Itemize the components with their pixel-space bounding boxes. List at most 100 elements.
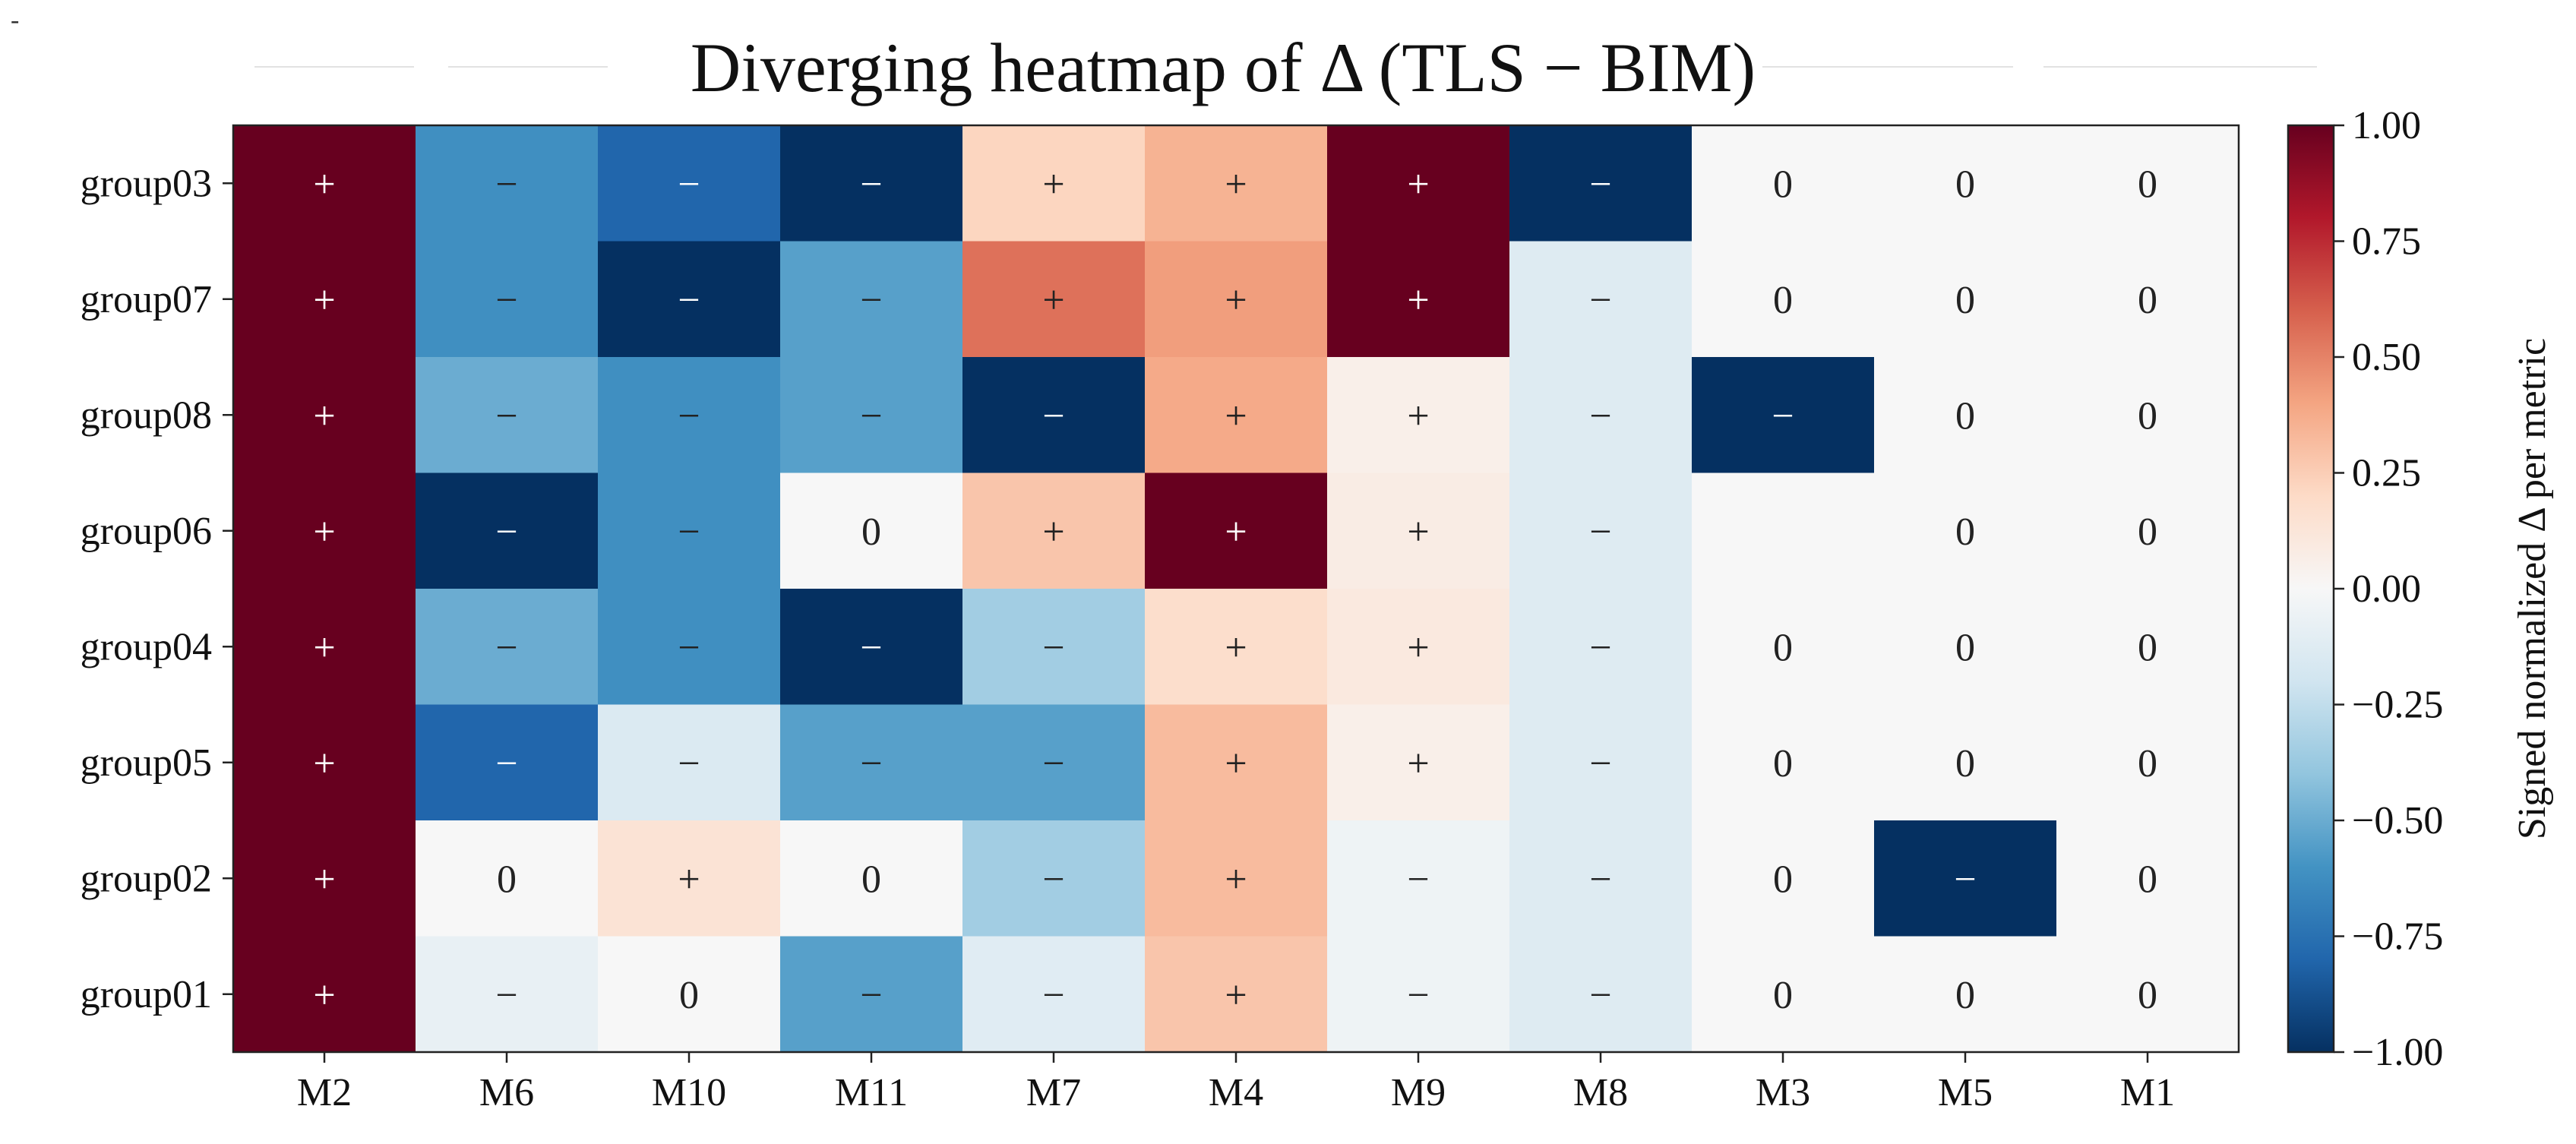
cell-annotation: − [1589,394,1611,438]
heatmap-cell [1509,472,1693,589]
cell-annotation: 0 [1773,626,1793,669]
colorbar-tick-label: 0.00 [2352,567,2421,611]
cell-annotation: − [495,510,517,554]
cell-annotation: 0 [1955,742,1975,785]
heatmap-cell [2056,936,2239,1053]
heatmap-cell [416,125,599,242]
cell-annotation: 0 [861,510,881,554]
cell-annotation: + [313,510,335,554]
x-axis: M2 M6 M10 M11 M7 M4 M9 M8 M3 M5 M1 [297,1052,2175,1114]
cell-annotation: 0 [1955,510,1975,554]
chart-title: Diverging heatmap of Δ (TLS − BIM) [691,29,1756,106]
cell-annotation: − [860,742,882,785]
heatmap-cell [1692,936,1875,1053]
heatmap-cell [780,357,963,473]
cell-annotation: + [1225,394,1247,438]
cell-annotation: 0 [2138,626,2157,669]
heatmap-cell [962,125,1146,242]
cell-annotation: − [1589,974,1611,1017]
cell-annotation: − [678,626,700,669]
x-tick-label: M6 [479,1071,534,1114]
y-tick-label: group05 [81,741,212,785]
heatmap-cell [416,704,599,821]
cell-annotation: 0 [1955,163,1975,206]
heatmap-cell [233,241,416,358]
x-tick-label: M11 [835,1071,908,1114]
cell-annotation: − [1589,510,1611,554]
heatmap-cell [1145,936,1328,1053]
heatmap-cell [1874,820,2057,937]
heatmap-cell [2056,472,2239,589]
cell-annotation: 0 [1773,858,1793,901]
cell-annotation: 0 [1955,974,1975,1017]
heatmap-cell [598,820,781,937]
heatmap-cell [1145,704,1328,821]
cell-annotation: − [860,279,882,322]
heatmap-cell [1509,125,1693,242]
heatmap-cell [780,589,963,705]
heatmap-cell [1874,704,2057,821]
cell-annotation: − [678,742,700,785]
cell-annotation: 0 [2138,742,2157,785]
y-tick-label: group03 [81,162,212,205]
cell-annotation: + [1225,163,1247,206]
cell-annotation: − [495,163,517,206]
heatmap-cell [1874,241,2057,358]
heatmap-cell [780,241,963,358]
cell-annotation: − [1042,858,1064,901]
x-tick-label: M1 [2120,1071,2175,1114]
heatmap-cell [1509,589,1693,705]
heatmap-cell [1692,704,1875,821]
heatmap-cell [962,820,1146,937]
cell-annotation: − [1042,394,1064,438]
cell-annotation: − [495,974,517,1017]
x-tick-label: M8 [1573,1071,1628,1114]
heatmap-cell [416,936,599,1053]
heatmap-cell [1327,820,1510,937]
colorbar-axis: 1.00 0.75 0.50 0.25 0.00 −0.25 −0.50 −0.75 −1.00 [2334,104,2443,1074]
cell-annotation: − [678,510,700,554]
heatmap-cell [2056,589,2239,705]
cell-annotation: 0 [2138,974,2157,1017]
cell-annotation: − [1407,858,1429,901]
heatmap-cell [1692,125,1875,242]
heatmap-cell [1509,936,1693,1053]
cell-annotation: − [1589,742,1611,785]
cell-annotation: − [1042,626,1064,669]
cell-annotation: − [860,394,882,438]
heatmap-cell [1327,357,1510,473]
cell-annotation: − [1589,163,1611,206]
heatmap-cell [416,241,599,358]
cell-annotation: + [1407,742,1429,785]
cell-annotation: + [313,858,335,901]
colorbar [2287,124,2335,1054]
cell-annotation: − [495,279,517,322]
cell-annotation: + [1407,279,1429,322]
cell-annotation: − [678,394,700,438]
cell-annotation: − [1042,742,1064,785]
cell-annotation: 0 [497,858,517,901]
cell-annotation: + [1407,510,1429,554]
cell-annotation: + [678,858,700,901]
heatmap-cell [2056,704,2239,821]
heatmap-cell [1145,589,1328,705]
cell-annotation: − [678,279,700,322]
cell-annotation: 0 [1773,163,1793,206]
cell-annotation: 0 [2138,279,2157,322]
heatmap-cell [1145,820,1328,937]
heatmap-cell [598,357,781,473]
heatmap-cell [233,357,416,473]
cell-annotation: − [495,742,517,785]
heatmap-cell [1145,125,1328,242]
cell-annotation: − [678,163,700,206]
heatmap-cell [1692,357,1875,473]
heatmap-cell [1327,589,1510,705]
heatmap-cell [1327,241,1510,358]
heatmap-cell [1692,241,1875,358]
cell-annotation: 0 [1955,626,1975,669]
cell-annotation: + [313,974,335,1017]
cell-annotation: − [495,626,517,669]
cell-annotation: 0 [1773,974,1793,1017]
cell-annotation: 0 [1955,394,1975,438]
y-tick-label: group07 [81,278,212,321]
